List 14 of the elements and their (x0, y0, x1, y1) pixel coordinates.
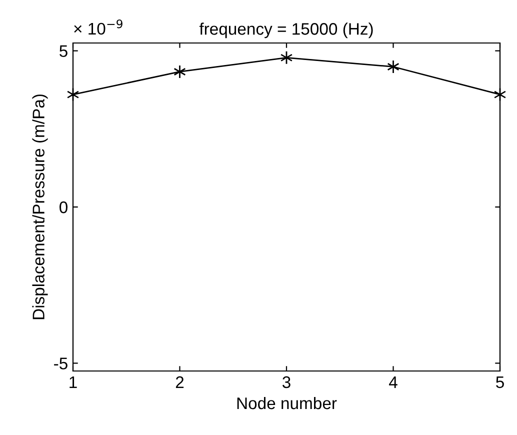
x-tick-label: 2 (176, 376, 184, 388)
x-tick-label: 1 (70, 376, 77, 388)
x-tick-label: 5 (496, 376, 504, 388)
point (387, 60, 400, 74)
y-axis-title: Displacement/Pressure (m/Pa) (32, 94, 48, 320)
x-axis-title: Node number (237, 396, 337, 410)
text: × 10$^{−9}$ (74, 19, 122, 35)
x-tick-label: 4 (389, 376, 398, 388)
chart-title: frequency = 15000 (Hz) (199, 22, 373, 38)
point (174, 64, 186, 79)
y-tick-label: 5 (60, 45, 68, 58)
y-tick-label: -5 (54, 358, 68, 370)
x-tick-label: 3 (282, 376, 290, 388)
y-tick-label: 0 (60, 201, 68, 214)
